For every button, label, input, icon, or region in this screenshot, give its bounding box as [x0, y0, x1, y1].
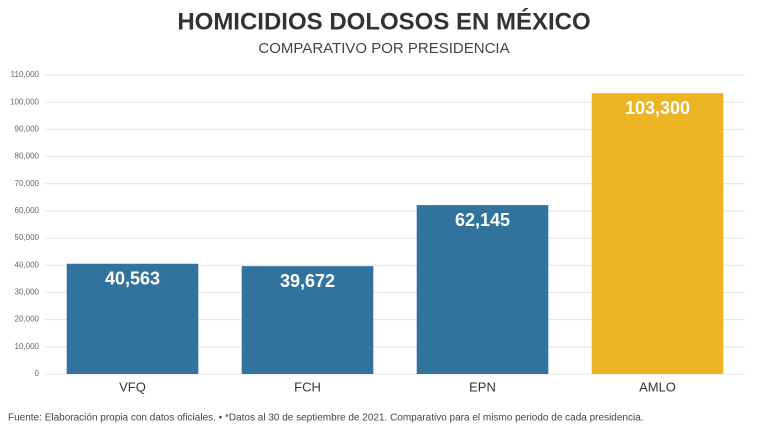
- chart-title: HOMICIDIOS DOLOSOS EN MÉXICO: [177, 7, 590, 35]
- y-tick-label: 40,000: [15, 260, 40, 269]
- y-tick-label: 70,000: [15, 179, 40, 188]
- x-tick-label: VFQ: [119, 379, 146, 394]
- y-tick-label: 50,000: [15, 233, 40, 242]
- y-tick-label: 30,000: [15, 288, 40, 297]
- x-tick-label: EPN: [469, 379, 496, 394]
- value-label: 40,563: [105, 268, 160, 288]
- bar: [416, 205, 549, 374]
- value-label: 39,672: [280, 271, 335, 291]
- bar: [66, 263, 199, 374]
- value-label: 103,300: [625, 98, 690, 118]
- y-tick-label: 110,000: [11, 70, 40, 79]
- bar: [591, 93, 724, 374]
- y-tick-label: 10,000: [15, 342, 40, 351]
- chart-subtitle: COMPARATIVO POR PRESIDENCIA: [258, 40, 509, 57]
- y-tick-label: 20,000: [15, 315, 40, 324]
- y-tick-label: 60,000: [15, 206, 40, 215]
- y-tick-label: 90,000: [15, 124, 40, 133]
- value-label: 62,145: [455, 210, 510, 230]
- x-tick-label: FCH: [294, 379, 321, 394]
- source-note: Fuente: Elaboración propia con datos ofi…: [8, 413, 644, 424]
- x-tick-label: AMLO: [639, 379, 676, 394]
- y-tick-label: 0: [35, 369, 40, 378]
- bar: [241, 266, 374, 374]
- y-tick-label: 80,000: [15, 152, 40, 161]
- y-tick-label: 100,000: [10, 97, 39, 106]
